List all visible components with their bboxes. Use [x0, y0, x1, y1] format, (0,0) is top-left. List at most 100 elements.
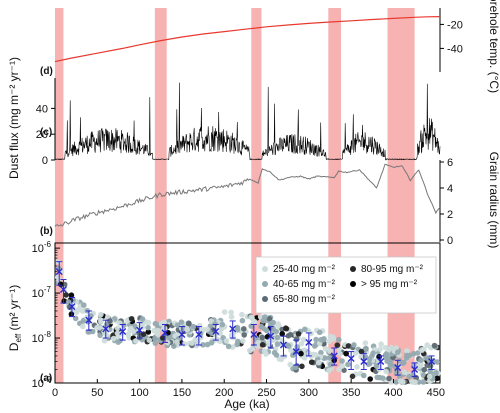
scatter-point: [358, 353, 364, 360]
scatter-point: [330, 334, 336, 341]
scatter-point: [225, 343, 232, 350]
scatter-point: [88, 313, 94, 319]
scatter-point: [404, 352, 410, 359]
scatter-point: [276, 356, 283, 362]
scatter-point: [212, 321, 218, 327]
binned-mean-marker-11: [229, 325, 237, 333]
scatter-point: [181, 341, 188, 347]
panel-a-ylabel: Deff (m² yr⁻¹): [7, 285, 23, 351]
binned-mean-marker-10: [212, 327, 220, 335]
scatter-point: [302, 326, 308, 333]
scatter-point: [404, 348, 410, 354]
binned-mean-marker-18: [347, 355, 355, 363]
scatter-point: [327, 355, 333, 361]
scatter-point: [420, 379, 427, 385]
scatter-point: [234, 327, 241, 333]
x-tick-label-8: 400: [384, 387, 402, 399]
scatter-point: [334, 342, 341, 349]
scatter-point: [174, 339, 180, 345]
binned-mean-marker-3: [85, 316, 93, 324]
scatter-point: [353, 350, 359, 356]
scatter-point: [298, 341, 305, 347]
scatter-point: [387, 361, 394, 367]
scatter-point: [377, 346, 383, 353]
scatter-point: [321, 336, 327, 342]
scatter-point: [160, 335, 166, 341]
scatter-point: [152, 335, 158, 342]
binned-mean-marker-4: [102, 325, 110, 333]
scatter-point: [240, 338, 246, 344]
scatter-point: [298, 350, 304, 357]
x-axis-label: Age (ka): [224, 397, 269, 411]
scatter-point: [259, 334, 266, 341]
legend-label-1: 25-40 mg m⁻²: [273, 264, 336, 275]
highlight-band-3: [251, 8, 262, 383]
binned-mean-marker-13: [267, 332, 275, 340]
scatter-point: [154, 331, 161, 338]
scatter-point: [354, 364, 360, 370]
scatter-point: [255, 339, 262, 346]
panel-b-label: (b): [40, 226, 53, 237]
scatter-point: [145, 319, 152, 326]
scatter-point: [312, 352, 319, 358]
scatter-point: [73, 309, 80, 315]
panel-a-tick-label-0: 10-9: [32, 375, 52, 390]
scatter-point: [128, 316, 135, 322]
scatter-point: [221, 309, 228, 315]
scatter-point: [193, 342, 200, 349]
scatter-point: [130, 328, 137, 335]
panel-d-label: (d): [40, 66, 53, 77]
scatter-point: [327, 348, 333, 354]
scatter-point: [98, 311, 104, 318]
scatter-point: [416, 364, 423, 370]
scatter-point: [266, 316, 273, 322]
scatter-point: [261, 314, 268, 320]
panel-d-tick-label-1: -40: [447, 43, 463, 55]
scatter-point: [358, 348, 365, 355]
scatter-point: [189, 340, 195, 346]
scatter-point: [287, 331, 294, 338]
panel-c: (c) 0 20 40 Dust flux (mg m⁻² yr⁻¹): [7, 57, 441, 179]
panel-a-frame: [54, 242, 441, 384]
legend-item-3: 65-80 mg m⁻²: [262, 294, 336, 305]
scatter-point: [322, 355, 329, 361]
scatter-point: [367, 376, 374, 382]
scatter-point: [337, 351, 343, 357]
x-tick-label-9: 450: [427, 387, 445, 399]
scatter-point: [200, 342, 206, 348]
scatter-point: [251, 318, 258, 325]
binned-mean-marker-23: [428, 358, 436, 366]
scatter-point: [362, 340, 369, 346]
binned-mean-marker-6: [136, 326, 144, 334]
scatter-point: [414, 350, 421, 356]
binned-mean-marker-22: [411, 365, 419, 373]
scatter-point: [241, 326, 247, 332]
highlight-band-5: [387, 8, 415, 383]
binned-mean-marker-19: [360, 358, 368, 366]
panel-d: (d) -20 -40 Borehole temp. (°C): [40, 0, 500, 93]
scatter-point: [341, 367, 347, 374]
scatter-point: [117, 320, 123, 326]
binned-mean-marker-15: [292, 348, 300, 356]
scatter-point: [146, 337, 153, 344]
scatter-point: [61, 298, 67, 304]
x-tick-label-4: 200: [215, 387, 233, 399]
scatter-point: [190, 323, 197, 330]
scatter-point: [81, 302, 87, 308]
x-tick-label-3: 150: [173, 387, 191, 399]
scatter-point: [270, 337, 277, 344]
scatter-point: [418, 357, 425, 364]
binned-mean-marker-8: [178, 330, 186, 338]
panel-a-label: (a): [40, 373, 52, 384]
panel-a: (a) 10-9 10-8 10-7 10-6 Deff (m² yr⁻¹) 25-4…: [7, 240, 441, 390]
scatter-point: [419, 347, 425, 353]
scatter-point: [361, 372, 367, 379]
scatter-point: [366, 361, 373, 367]
grain-radius-line: [54, 163, 441, 227]
scatter-point: [204, 326, 210, 333]
scatter-point: [241, 332, 247, 338]
panel-b: (b) 0 2 4 6 Grain radius (mm): [40, 152, 500, 249]
scatter-point: [235, 338, 241, 345]
scatter-point: [199, 326, 206, 333]
legend-item-2: 40-65 mg m⁻²: [262, 279, 336, 290]
